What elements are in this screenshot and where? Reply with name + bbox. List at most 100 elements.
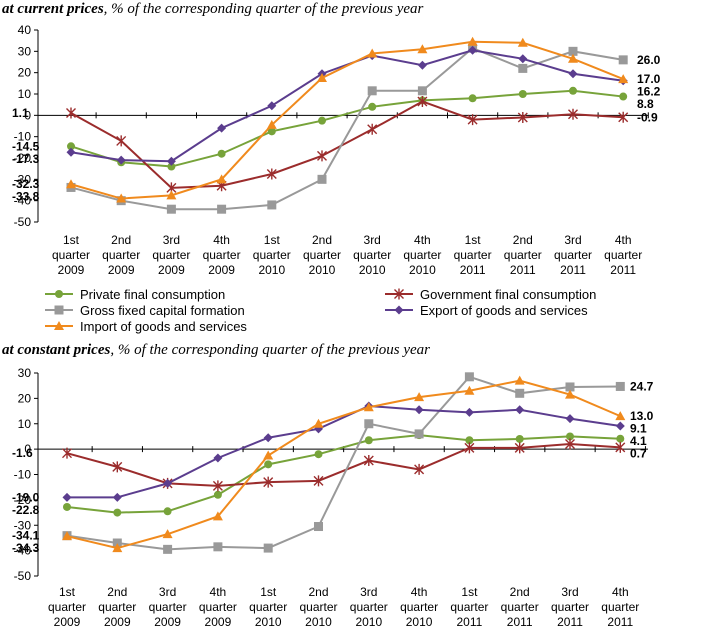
x-tick-label-line-1: 1st	[63, 233, 80, 247]
point-private-final-consumption	[566, 432, 574, 441]
x-tick-label-line-2: 2009	[154, 615, 181, 629]
x-tick-label-1: 4th quarter 2009	[203, 233, 241, 277]
x-tick-label-line-2: 2009	[104, 615, 131, 629]
point-government-final-consumption	[514, 442, 525, 454]
x-tick-label-line-1: 2009	[108, 263, 135, 277]
legend-swatch-marker	[394, 288, 404, 300]
point-gross-fixed-capital-formation	[112, 538, 122, 548]
point-export-of-goods-and-services	[515, 405, 525, 415]
x-tick-label-line-2: 2010	[406, 615, 433, 629]
data-label-2: -22.8	[12, 503, 40, 517]
point-import-of-goods-and-services	[363, 402, 374, 412]
point-government-final-consumption	[568, 108, 578, 120]
point-private-final-consumption	[515, 434, 524, 443]
point-government-final-consumption	[212, 480, 223, 492]
point-gross-fixed-capital-formation	[314, 522, 323, 532]
point-private-final-consumption	[569, 86, 577, 95]
point-private-final-consumption	[616, 434, 625, 443]
x-tick-label-line-1: quarter	[604, 248, 642, 262]
point-gross-fixed-capital-formation	[364, 419, 374, 429]
x-tick-label-line-1: 2nd	[513, 233, 533, 247]
x-tick-label-line-2: 2011	[607, 615, 633, 629]
x-tick-label-2: 2nd quarter 2011	[501, 585, 539, 629]
point-import-of-goods-and-services	[212, 511, 223, 521]
point-government-final-consumption	[467, 114, 478, 126]
point-import-of-goods-and-services	[112, 543, 123, 553]
y-tick-label-1: 0	[24, 108, 31, 122]
x-tick-label-line-1: quarter	[253, 248, 291, 262]
point-import-of-goods-and-services	[615, 411, 626, 421]
y-tick-label-1: -40	[14, 194, 32, 208]
series-line-private-final-consumption	[66, 434, 621, 514]
legend-swatch-marker	[394, 305, 404, 315]
y-tick-label-1: 10	[18, 87, 32, 101]
point-gross-fixed-capital-formation	[62, 531, 72, 541]
data-label-2: 13.0	[630, 409, 654, 423]
y-tick-label-1: -10	[14, 130, 32, 144]
point-private-final-consumption	[113, 508, 122, 517]
point-gross-fixed-capital-formation	[367, 86, 377, 96]
y-tick-label-1: -30	[14, 172, 32, 186]
point-export-of-goods-and-services	[417, 60, 427, 70]
series-export-of-goods-and-services-1	[66, 45, 628, 166]
title-rest-current: , % of the corresponding quarter of the …	[103, 1, 424, 17]
x-tick-label-line-2: 4th	[612, 585, 629, 599]
x-tick-label-line-1: quarter	[353, 248, 391, 262]
x-tick-label-line-2: 2010	[305, 615, 332, 629]
point-private-final-consumption	[213, 490, 222, 499]
x-tick-label-line-1: 3rd	[163, 233, 180, 247]
x-tick-label-2: 1st quarter 2010	[249, 585, 287, 629]
legend-label: Government final consumption	[420, 287, 596, 302]
x-tick-label-1: 1st quarter 2009	[52, 233, 90, 277]
point-import-of-goods-and-services	[317, 73, 327, 82]
point-private-final-consumption	[167, 162, 176, 171]
x-tick-label-line-1: quarter	[454, 248, 492, 262]
x-tick-label-line-1: quarter	[52, 248, 90, 262]
series-private-final-consumption-2	[63, 431, 625, 517]
x-tick-label-line-2: 1st	[59, 585, 76, 599]
x-tick-label-2: 3rd quarter 2011	[551, 585, 589, 629]
x-tick-label-line-2: quarter	[601, 600, 639, 614]
data-label-2: -19.0	[12, 490, 40, 504]
x-tick-label-line-1: 2009	[58, 263, 85, 277]
data-label-1: 1.1	[12, 106, 29, 120]
x-tick-label-line-2: 2010	[355, 615, 382, 629]
point-import-of-goods-and-services	[116, 193, 127, 203]
point-government-final-consumption	[313, 475, 324, 487]
point-private-final-consumption	[67, 142, 75, 151]
chart-title-constant-prices: at constant prices, % of the correspondi…	[2, 342, 430, 359]
series-line-government-final-consumption	[66, 443, 621, 487]
x-tick-label-line-1: 4th	[213, 233, 230, 247]
legend-swatch-marker	[54, 321, 64, 330]
point-export-of-goods-and-services	[314, 424, 323, 434]
y-tick-label-1: 40	[18, 23, 32, 37]
x-tick-label-1: 3rd quarter 2009	[152, 233, 190, 277]
point-government-final-consumption	[464, 442, 475, 454]
x-tick-label-line-2: quarter	[400, 600, 438, 614]
point-government-final-consumption	[162, 477, 173, 489]
x-tick-label-line-1: quarter	[504, 248, 542, 262]
x-tick-label-line-1: 1st	[264, 233, 281, 247]
point-import-of-goods-and-services	[414, 392, 425, 402]
data-label-2: 9.1	[630, 422, 647, 436]
data-label-1: -17.3	[12, 152, 40, 166]
x-tick-label-2: 2nd quarter 2010	[299, 585, 337, 629]
point-import-of-goods-and-services	[216, 174, 227, 184]
point-import-of-goods-and-services	[263, 450, 274, 460]
point-gross-fixed-capital-formation	[263, 543, 273, 553]
point-government-final-consumption	[615, 441, 626, 453]
x-tick-label-2: 1st quarter 2011	[450, 585, 488, 629]
point-government-final-consumption	[417, 95, 428, 107]
x-tick-label-line-1: 2011	[460, 263, 486, 277]
y-tick-label-2: -40	[14, 544, 32, 558]
point-export-of-goods-and-services	[112, 492, 122, 502]
x-tick-label-1: 1st quarter 2011	[454, 233, 492, 277]
x-tick-label-line-1: 2011	[610, 263, 636, 277]
y-tick-label-2: -50	[14, 569, 32, 583]
point-import-of-goods-and-services	[467, 36, 478, 46]
x-tick-label-line-2: quarter	[199, 600, 237, 614]
x-tick-label-2: 4th quarter 2010	[400, 585, 438, 629]
point-private-final-consumption	[364, 436, 373, 445]
data-label-2: 4.1	[630, 434, 647, 448]
x-tick-label-line-2: 2nd	[107, 585, 127, 599]
